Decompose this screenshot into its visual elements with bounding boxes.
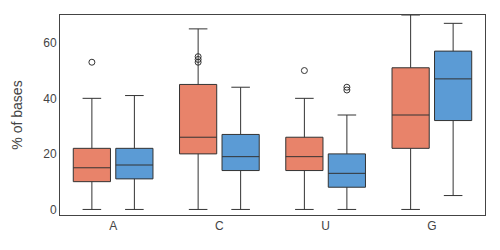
svg-text:20: 20 [43, 147, 57, 161]
svg-text:U: U [321, 219, 330, 233]
svg-text:G: G [427, 219, 436, 233]
svg-text:60: 60 [43, 36, 57, 50]
svg-text:C: C [215, 219, 224, 233]
svg-text:0: 0 [50, 203, 57, 217]
svg-text:A: A [109, 219, 117, 233]
svg-text:% of bases: % of bases [9, 80, 25, 149]
svg-text:40: 40 [43, 92, 57, 106]
